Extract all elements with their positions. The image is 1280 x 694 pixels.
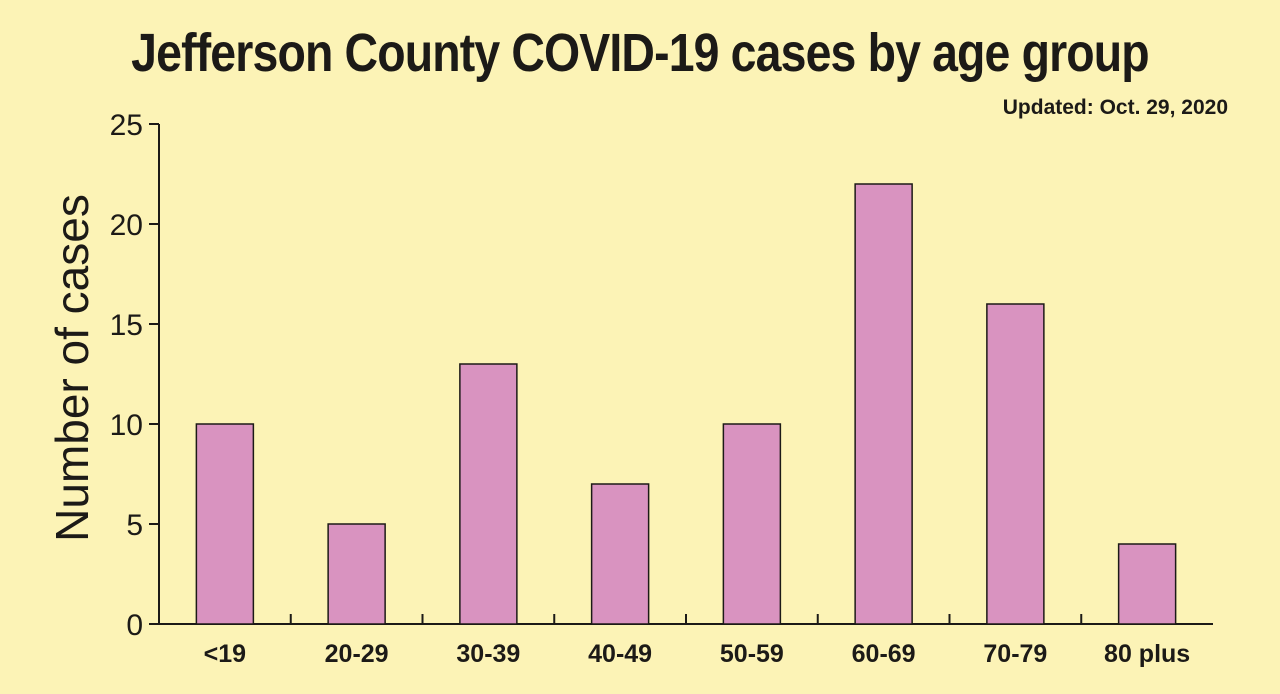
bar — [722, 423, 782, 625]
bar — [854, 183, 913, 625]
bar — [459, 363, 518, 625]
x-ticks: <19 20-29 30-39 40-49 50-59 60-69 70-79 80 plus — [204, 614, 1190, 668]
y-tick-label: 5 — [126, 509, 143, 542]
bar — [195, 423, 255, 625]
y-axis-label: Number of cases — [46, 194, 98, 542]
chart-subtitle: Updated: Oct. 29, 2020 — [1002, 96, 1228, 119]
chart-title: Jefferson County COVID-19 cases by age g… — [131, 23, 1150, 83]
y-tick-label: 10 — [110, 409, 143, 442]
bars — [195, 183, 1177, 625]
y-tick-label: 15 — [110, 309, 143, 342]
bar — [590, 483, 650, 625]
x-tick-label: 60-69 — [852, 640, 916, 668]
y-tick-label: 25 — [110, 109, 143, 142]
x-tick-label: 30-39 — [456, 640, 520, 668]
x-tick-label: 20-29 — [325, 640, 389, 668]
axis-lines — [158, 124, 1213, 625]
x-tick-label: <19 — [204, 640, 246, 668]
x-tick-label: 50-59 — [720, 640, 784, 668]
bar — [327, 523, 386, 625]
y-tick-label: 0 — [126, 609, 143, 642]
y-axis-label-group: Number of cases — [46, 194, 98, 542]
axes — [158, 124, 1213, 625]
y-ticks: 0 5 10 15 20 25 — [110, 109, 159, 642]
bar — [1117, 543, 1177, 625]
x-tick-label: 70-79 — [983, 640, 1047, 668]
x-tick-label: 40-49 — [588, 640, 652, 668]
x-tick-label: 80 plus — [1104, 640, 1190, 668]
y-tick-label: 20 — [110, 209, 143, 242]
bar — [986, 303, 1045, 625]
